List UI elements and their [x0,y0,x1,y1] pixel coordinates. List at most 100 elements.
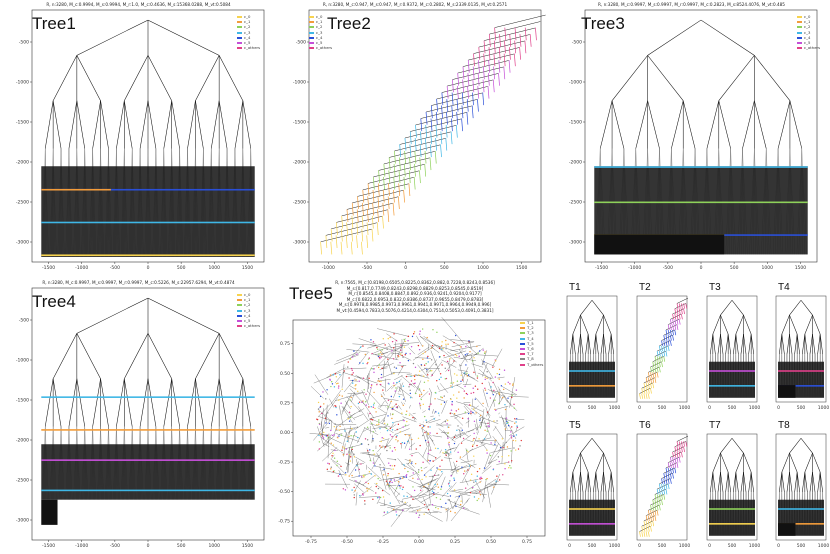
network-node [388,482,391,484]
stair-leaf [683,303,685,309]
network-node [404,340,406,343]
tree5-plot: -0.75 -0.50 -0.25 0.00 0.25 0.50 0.750.750.500… [278,317,546,545]
legend: c_0 c_1 c_2 c_3 c_4 c_5 c_others [797,14,820,50]
legend-entry: c_3 [797,30,820,35]
network-edge [390,424,397,429]
stair-leaf [509,34,512,47]
network-node [483,361,485,363]
network-edge [437,385,440,391]
network-edge [453,416,464,426]
network-edge [367,387,372,402]
network-edge [451,341,474,347]
network-edge [442,335,461,347]
legend-swatch [520,322,525,324]
network-node [396,407,399,409]
network-node [370,473,373,475]
network-node [349,460,352,462]
network-edge [392,372,411,374]
network-edge [459,479,479,484]
tree-edge [781,314,790,335]
network-node [368,488,370,490]
stair-leaf [376,222,379,235]
network-node [431,370,433,372]
stair-leaf [650,377,652,383]
stair-leaf [654,356,657,362]
tree-edge [171,378,180,427]
legend-swatch [520,348,525,351]
tree-edge [794,472,798,493]
network-node [498,460,500,463]
stair-leaf [661,345,663,352]
network-node [392,382,395,384]
stair-leaf [388,183,390,197]
network-node [449,495,452,497]
network-node [410,380,413,382]
y-tick-label: -3000 [16,518,29,524]
stair-leaf [656,510,659,516]
stair-leaf [477,99,479,112]
network-node [397,355,400,358]
stair-leaf [350,241,353,255]
network-node [351,446,353,449]
stair-leaf [647,510,650,516]
network-node [498,368,501,371]
network-edge [355,463,365,465]
network-node [477,352,479,354]
stair-leaf [419,170,421,184]
legend-swatch [797,42,802,45]
network-node [453,479,456,481]
tree2-plot: -1000 -500 0 500 1000 1500-500-1000-1500-2000… [293,9,546,271]
network-node [463,470,466,472]
x-tick-label: 0.25 [450,539,460,545]
tree-edge [743,314,752,335]
network-node [417,437,420,439]
network-node [333,425,336,428]
y-tick-label: -0.25 [278,460,290,466]
network-edge [335,433,360,442]
tree-edge [218,333,244,379]
network-edge [430,492,450,497]
cluster-strip [709,370,755,372]
network-edge [501,441,504,464]
network-node [341,395,343,397]
network-edge [454,489,479,498]
network-node [395,487,398,489]
panel-title: R, n:3280, M_c:0.9997, M_s:0.9997, M_r:0… [42,280,235,285]
network-edge [358,338,377,345]
y-tick-label: -1500 [293,120,306,126]
stair-leaf [403,189,405,203]
stair-leaf [652,510,655,516]
network-node [455,410,457,412]
network-edge [452,493,461,510]
network-edge [481,437,491,441]
network-node [381,349,383,351]
network-edge [455,505,480,515]
stair-leaf [492,79,495,93]
network-node [410,495,412,498]
stair-leaf [663,483,666,490]
network-node [354,388,357,390]
network-node [472,391,475,394]
stair-leaf [478,60,480,73]
network-node [437,447,439,450]
network-edge [347,447,350,473]
network-edge [473,406,484,412]
legend-swatch [797,47,802,50]
network-node [445,454,447,456]
stair-leaf [467,86,469,99]
stair-leaf [382,189,385,203]
tree-edge [147,19,220,56]
network-edge [347,426,358,433]
network-node [362,494,364,496]
network-node [401,441,404,444]
network-edge [459,458,476,468]
network-edge [449,412,461,418]
network-node [389,427,392,430]
network-node [500,385,503,387]
x-tick-label: -0.50 [341,539,353,545]
network-node [364,353,367,356]
network-node [493,389,495,392]
network-node [404,433,407,436]
legend-entry: c_3 [237,30,260,35]
network-node [514,418,516,420]
